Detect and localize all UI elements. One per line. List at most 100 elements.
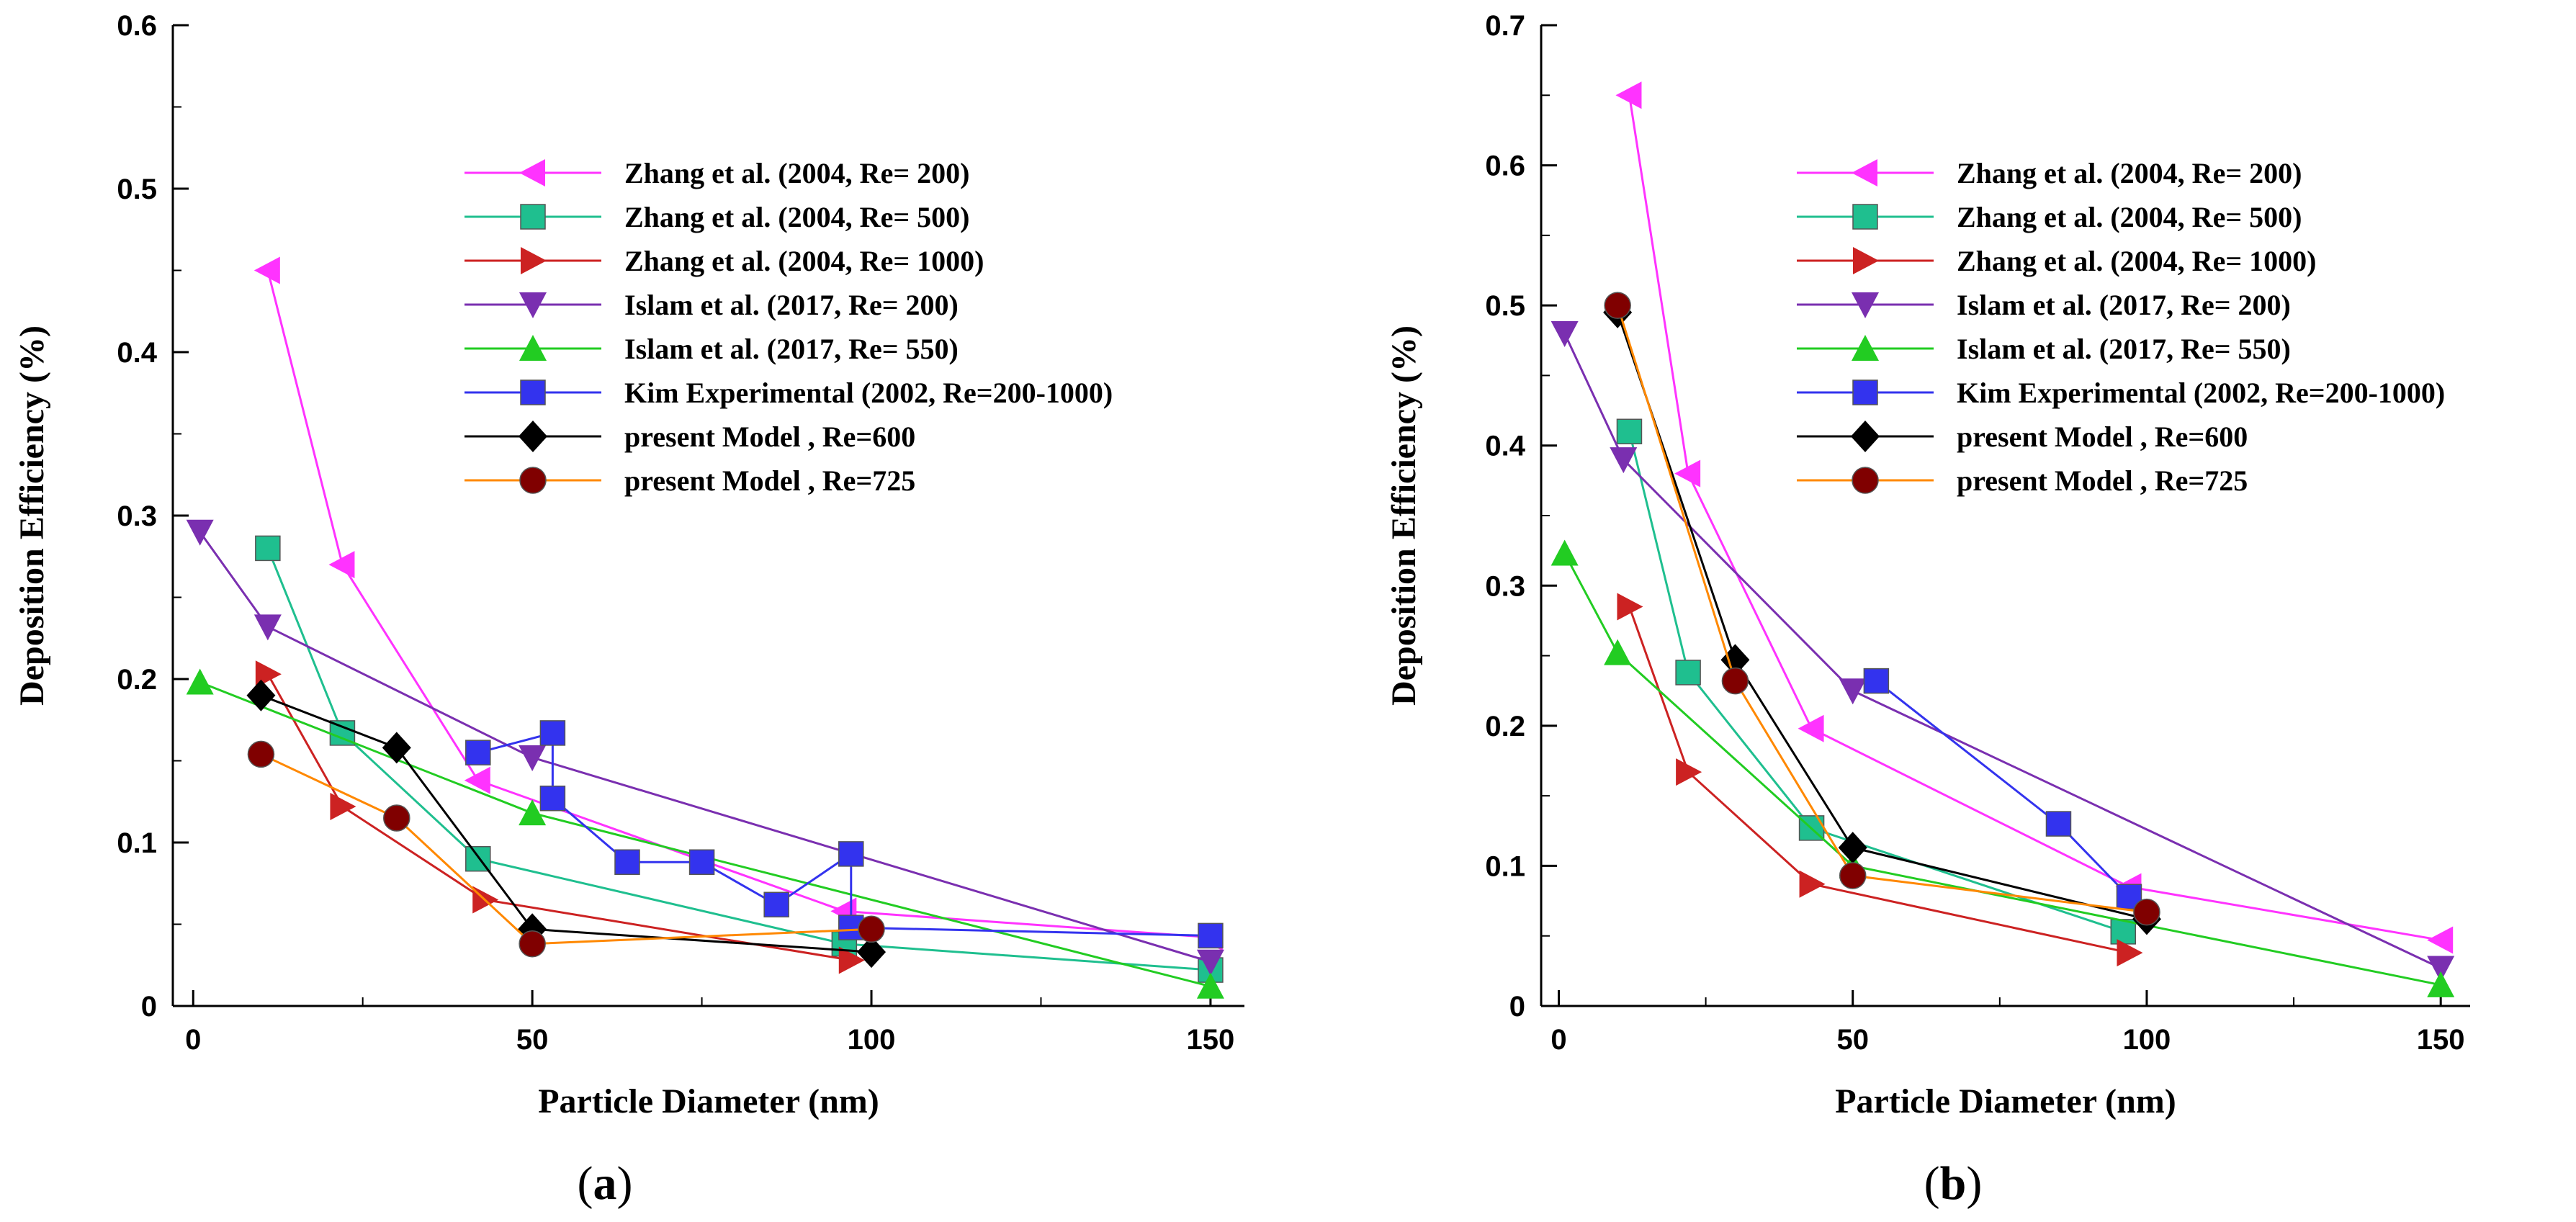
y-tick-label: 0.5: [117, 174, 157, 205]
series-3: [186, 519, 1224, 976]
y-tick-label: 0.2: [1485, 711, 1525, 742]
series-line: [199, 531, 1211, 963]
legend-label: Islam et al. (2017, Re= 200): [624, 289, 959, 321]
series-line: [1875, 680, 2130, 898]
legend-label: present Model , Re=600: [1957, 421, 2248, 453]
x-tick-label: 50: [1836, 1024, 1869, 1056]
data-point: [328, 551, 355, 579]
data-point: [1838, 832, 1867, 864]
legend-marker: [519, 292, 547, 318]
data-point: [2427, 956, 2455, 982]
data-point: [858, 915, 885, 943]
x-tick-label: 0: [185, 1024, 201, 1056]
data-point: [465, 845, 491, 872]
x-tick-label: 50: [516, 1024, 549, 1056]
y-tick-label: 0.6: [1485, 150, 1525, 182]
y-tick-label: 0.6: [117, 10, 157, 42]
legend-marker: [519, 159, 545, 187]
legend-marker: [519, 421, 547, 452]
data-point: [2427, 971, 2455, 997]
panel-b: 0 50 100 150 0 0.1 0.2 0.3 0.4 0.5 0.6 0.7 Particle …: [1385, 10, 2470, 1210]
y-tick-label: 0.4: [1485, 431, 1525, 462]
data-point: [2045, 811, 2072, 837]
legend-marker: [519, 467, 547, 494]
data-point: [1617, 593, 1643, 621]
data-point: [1196, 972, 1224, 999]
data-point: [2427, 926, 2454, 954]
data-point: [1196, 949, 1224, 976]
data-point: [519, 799, 547, 826]
data-point: [838, 841, 864, 867]
y-tick-label: 0.1: [1485, 850, 1525, 882]
data-point: [186, 668, 214, 695]
data-point: [1799, 870, 1826, 898]
x-tick-label: 100: [2123, 1024, 2171, 1056]
y-axis-title: Deposition Efficiency (%): [1385, 325, 1423, 706]
data-point: [1550, 321, 1579, 348]
series-line: [260, 753, 872, 945]
series-5: [465, 720, 1224, 949]
series-line: [1628, 431, 2124, 933]
series-line: [266, 673, 852, 961]
data-point: [465, 740, 491, 765]
legend-marker: [519, 335, 547, 361]
data-point: [614, 849, 640, 875]
x-axis-title: Particle Diameter (nm): [1835, 1082, 2176, 1120]
series-line: [1616, 312, 2148, 920]
series-1: [255, 535, 1224, 983]
data-point: [1198, 922, 1224, 949]
legend-marker: [1852, 335, 1879, 361]
data-point: [382, 732, 411, 764]
data-point: [1604, 292, 1631, 319]
data-point: [2133, 898, 2160, 926]
data-point: [1839, 678, 1867, 705]
data-point: [1615, 81, 1642, 109]
y-tick-label: 0.3: [1485, 570, 1525, 602]
y-tick-label: 0.1: [117, 827, 157, 859]
data-point: [186, 519, 214, 546]
series-line: [1616, 305, 2148, 914]
legend: Zhang et al. (2004, Re= 200) Zhang et al.…: [465, 157, 1113, 497]
data-point: [1604, 639, 1632, 665]
series-line: [260, 694, 872, 953]
data-point: [2117, 939, 2143, 967]
data-point: [763, 891, 789, 918]
data-point: [857, 936, 887, 969]
data-point: [246, 679, 276, 711]
x-tick-label: 100: [848, 1024, 896, 1056]
data-point: [1675, 660, 1701, 686]
data-point: [539, 785, 566, 812]
legend-marker: [1852, 467, 1879, 494]
data-point: [838, 946, 865, 974]
y-tick-label: 0.3: [117, 500, 157, 532]
legend-marker: [1852, 292, 1879, 318]
legend: Zhang et al. (2004, Re= 200) Zhang et al.…: [1797, 157, 2445, 497]
series-3: [1550, 321, 2455, 982]
legend-marker: [520, 379, 546, 405]
legend-label: Zhang et al. (2004, Re= 1000): [1957, 245, 2316, 277]
legend-label: present Model , Re=600: [624, 421, 915, 453]
data-point: [247, 740, 275, 768]
legend-label: Zhang et al. (2004, Re= 500): [1957, 201, 2302, 233]
data-point: [2110, 919, 2137, 945]
y-tick-label: 0.4: [117, 337, 157, 369]
data-point: [1674, 459, 1701, 488]
data-point: [688, 849, 715, 875]
x-tick-label: 150: [2417, 1024, 2465, 1056]
data-point: [1616, 418, 1643, 445]
series-line: [1563, 333, 2441, 969]
data-point: [253, 614, 282, 641]
legend-label: Islam et al. (2017, Re= 200): [1957, 289, 2291, 321]
data-point: [464, 766, 490, 794]
series-line: [266, 547, 1211, 971]
data-point: [539, 720, 566, 746]
y-tick-label: 0.7: [1485, 10, 1525, 42]
legend-marker: [1852, 159, 1877, 187]
y-tick-label: 0.2: [117, 664, 157, 696]
legend-label: Zhang et al. (2004, Re= 1000): [624, 245, 984, 277]
data-point: [1550, 539, 1579, 566]
series-7: [247, 740, 885, 958]
legend-label: present Model , Re=725: [1957, 464, 2248, 497]
panel-label: (a): [578, 1157, 633, 1210]
data-point: [1610, 447, 1638, 474]
